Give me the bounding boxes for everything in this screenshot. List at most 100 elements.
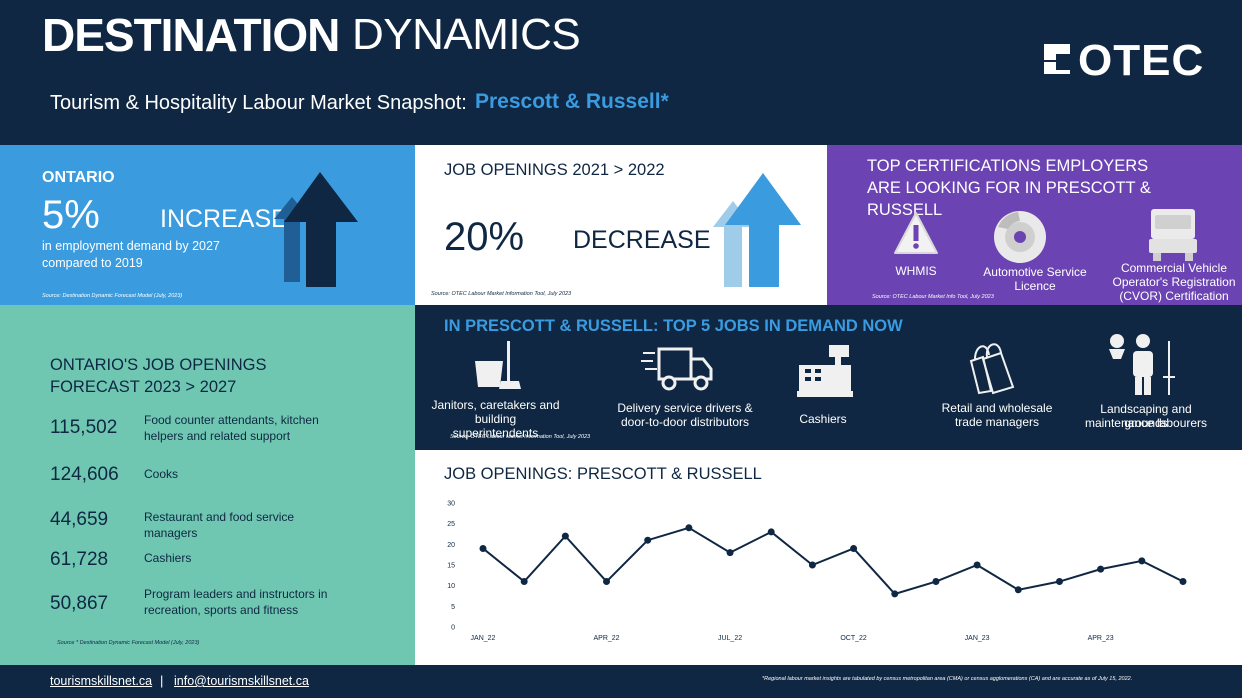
forecast-heading-line2: FORECAST 2023 > 2027 bbox=[50, 378, 237, 396]
cert-cvor-label-line3: (CVOR) Certification bbox=[1119, 289, 1229, 303]
footer-note: *Regional labour market insights are tab… bbox=[762, 676, 1133, 682]
forecast-occupation-line1: Food counter attendants, kitchen bbox=[144, 413, 319, 427]
y-tick-label: 0 bbox=[451, 625, 455, 632]
ontario-heading: ONTARIO bbox=[42, 169, 115, 186]
y-tick-label: 20 bbox=[447, 542, 455, 549]
top-job-label-line2: maintenance labourers bbox=[1084, 416, 1208, 430]
decrease-arrow-icon bbox=[713, 173, 801, 287]
forecast-occupation: Restaurant and food service managers bbox=[144, 509, 294, 541]
job-openings-line-chart: 30 25 20 15 10 5 0 JAN_22 APR_22 JUL_22 OCT_22 JAN_… bbox=[447, 501, 1187, 642]
job-openings-chart-panel: JOB OPENINGS: PRESCOTT & RUSSELL 30 25 20 1… bbox=[415, 450, 1242, 665]
forecast-heading-line1: ONTARIO'S JOB OPENINGS bbox=[50, 356, 267, 374]
data-point bbox=[850, 544, 858, 552]
header-banner: DESTINATION DYNAMICS Tourism & Hospitali… bbox=[0, 0, 1242, 145]
certifications-heading-line3: RUSSELL bbox=[867, 201, 943, 219]
forecast-occupation-line2: managers bbox=[144, 526, 198, 540]
y-tick-label: 5 bbox=[451, 604, 455, 611]
forecast-occupation-line1: Cashiers bbox=[144, 551, 192, 565]
brake-disc-icon bbox=[994, 211, 1046, 263]
footer-email-link[interactable]: info@tourismskillsnet.ca bbox=[174, 674, 309, 688]
footer-website-link[interactable]: tourismskillsnet.ca bbox=[50, 674, 153, 688]
y-tick-label: 30 bbox=[447, 501, 455, 508]
job-openings-change-label: DECREASE bbox=[573, 226, 711, 254]
data-point bbox=[644, 536, 652, 544]
data-point bbox=[520, 578, 528, 586]
increase-arrow-icon bbox=[274, 172, 358, 287]
ontario-change-label: INCREASE bbox=[160, 205, 288, 233]
certifications-heading-line1: TOP CERTIFICATIONS EMPLOYERS bbox=[867, 157, 1149, 175]
forecast-occupation: Cashiers bbox=[144, 550, 191, 566]
top-job-label-line1: Landscaping and grounds bbox=[1100, 402, 1192, 430]
gardener-icon bbox=[1109, 334, 1175, 395]
data-point bbox=[1138, 557, 1146, 565]
series-line bbox=[482, 526, 1184, 596]
data-point bbox=[603, 578, 611, 586]
ontario-source: Source: Destination Dynamic Forecast Mod… bbox=[42, 293, 183, 299]
data-point bbox=[891, 590, 899, 598]
otec-logo-text: OTEC bbox=[1078, 36, 1205, 85]
y-tick-label: 25 bbox=[447, 521, 455, 528]
cert-automotive-label-line2: Licence bbox=[1014, 279, 1056, 293]
top-job-label-line1: Retail and wholesale bbox=[941, 401, 1053, 415]
x-tick-label: APR_23 bbox=[1088, 635, 1114, 642]
forecast-occupation-line2: recreation, sports and fitness bbox=[144, 603, 299, 617]
forecast-value: 124,606 bbox=[50, 464, 119, 485]
cert-whmis-label: WHMIS bbox=[895, 264, 937, 278]
page-title-bold: DESTINATION bbox=[42, 9, 340, 61]
data-point bbox=[685, 524, 693, 532]
data-point bbox=[1179, 578, 1187, 586]
cert-automotive-label-line1: Automotive Service bbox=[983, 265, 1087, 279]
top-job-label-line1: Delivery service drivers & bbox=[617, 401, 753, 415]
top-jobs-panel: IN PRESCOTT & RUSSELL: TOP 5 JOBS IN DEM… bbox=[415, 305, 1242, 450]
forecast-occupation-line1: Program leaders and instructors in bbox=[144, 587, 328, 601]
data-point bbox=[808, 561, 816, 569]
forecast-source: Source * Destination Dynamic Forecast Mo… bbox=[57, 640, 200, 646]
truck-icon bbox=[1149, 209, 1197, 261]
cert-cvor-label-line1: Commercial Vehicle bbox=[1120, 261, 1228, 275]
top-jobs-source: Source: OTEC Labour Market Information T… bbox=[450, 434, 591, 440]
forecast-value: 61,728 bbox=[50, 549, 109, 570]
otec-logo-icon bbox=[1044, 44, 1070, 74]
forecast-occupation-line1: Restaurant and food service bbox=[144, 510, 295, 524]
certifications-heading-line2: ARE LOOKING FOR IN PRESCOTT & bbox=[867, 179, 1151, 197]
top-job-label-line2: trade managers bbox=[954, 415, 1040, 429]
ontario-percent: 5% bbox=[42, 193, 100, 237]
data-point bbox=[726, 549, 734, 557]
footer-separator: | bbox=[160, 673, 164, 688]
data-point bbox=[932, 578, 940, 586]
data-point bbox=[767, 528, 775, 536]
subtitle-region: Prescott & Russell* bbox=[475, 90, 669, 113]
top-job-label-line3: superintendents bbox=[452, 426, 539, 440]
page-title-light: DYNAMICS bbox=[352, 10, 581, 59]
job-openings-change-percent: 20% bbox=[444, 215, 525, 259]
forecast-occupation: Cooks bbox=[144, 466, 178, 482]
job-openings-change-source: Source: OTEC Labour Market Information T… bbox=[431, 291, 572, 297]
data-point bbox=[973, 561, 981, 569]
forecast-value: 115,502 bbox=[50, 417, 118, 438]
y-tick-label: 15 bbox=[447, 563, 455, 570]
forecast-occupation: Food counter attendants, kitchen helpers… bbox=[144, 412, 319, 444]
forecast-occupation-line1: Cooks bbox=[144, 467, 179, 481]
certifications-source: Source: OTEC Labour Market Info Tool, Ju… bbox=[872, 294, 994, 300]
data-point bbox=[1097, 565, 1105, 573]
top-job-label-line2: building bbox=[474, 412, 517, 426]
footer: tourismskillsnet.ca | info@tourismskills… bbox=[0, 665, 1242, 698]
forecast-value: 44,659 bbox=[50, 509, 109, 530]
cert-cvor-label-line2: Operator's Registration bbox=[1112, 275, 1236, 289]
x-tick-label: JAN_23 bbox=[965, 635, 990, 642]
cleaning-bucket-icon bbox=[475, 341, 521, 389]
y-tick-label: 10 bbox=[447, 583, 455, 590]
forecast-panel: ONTARIO'S JOB OPENINGS FORECAST 2023 > 2… bbox=[0, 305, 415, 665]
delivery-truck-icon bbox=[641, 347, 713, 391]
warning-icon bbox=[894, 212, 938, 254]
top-job-label-line1: Janitors, caretakers and bbox=[431, 398, 560, 412]
data-point bbox=[561, 532, 569, 540]
data-point bbox=[1055, 578, 1063, 586]
x-tick-label: OCT_22 bbox=[840, 635, 867, 642]
subtitle: Tourism & Hospitality Labour Market Snap… bbox=[50, 92, 467, 114]
shopping-bags-icon bbox=[969, 343, 1015, 395]
job-openings-change-heading: JOB OPENINGS 2021 > 2022 bbox=[444, 161, 665, 179]
certifications-panel: TOP CERTIFICATIONS EMPLOYERS ARE LOOKING… bbox=[827, 145, 1242, 305]
job-openings-change-panel: JOB OPENINGS 2021 > 2022 20% DECREASE So… bbox=[415, 145, 827, 305]
data-point bbox=[1014, 586, 1022, 594]
